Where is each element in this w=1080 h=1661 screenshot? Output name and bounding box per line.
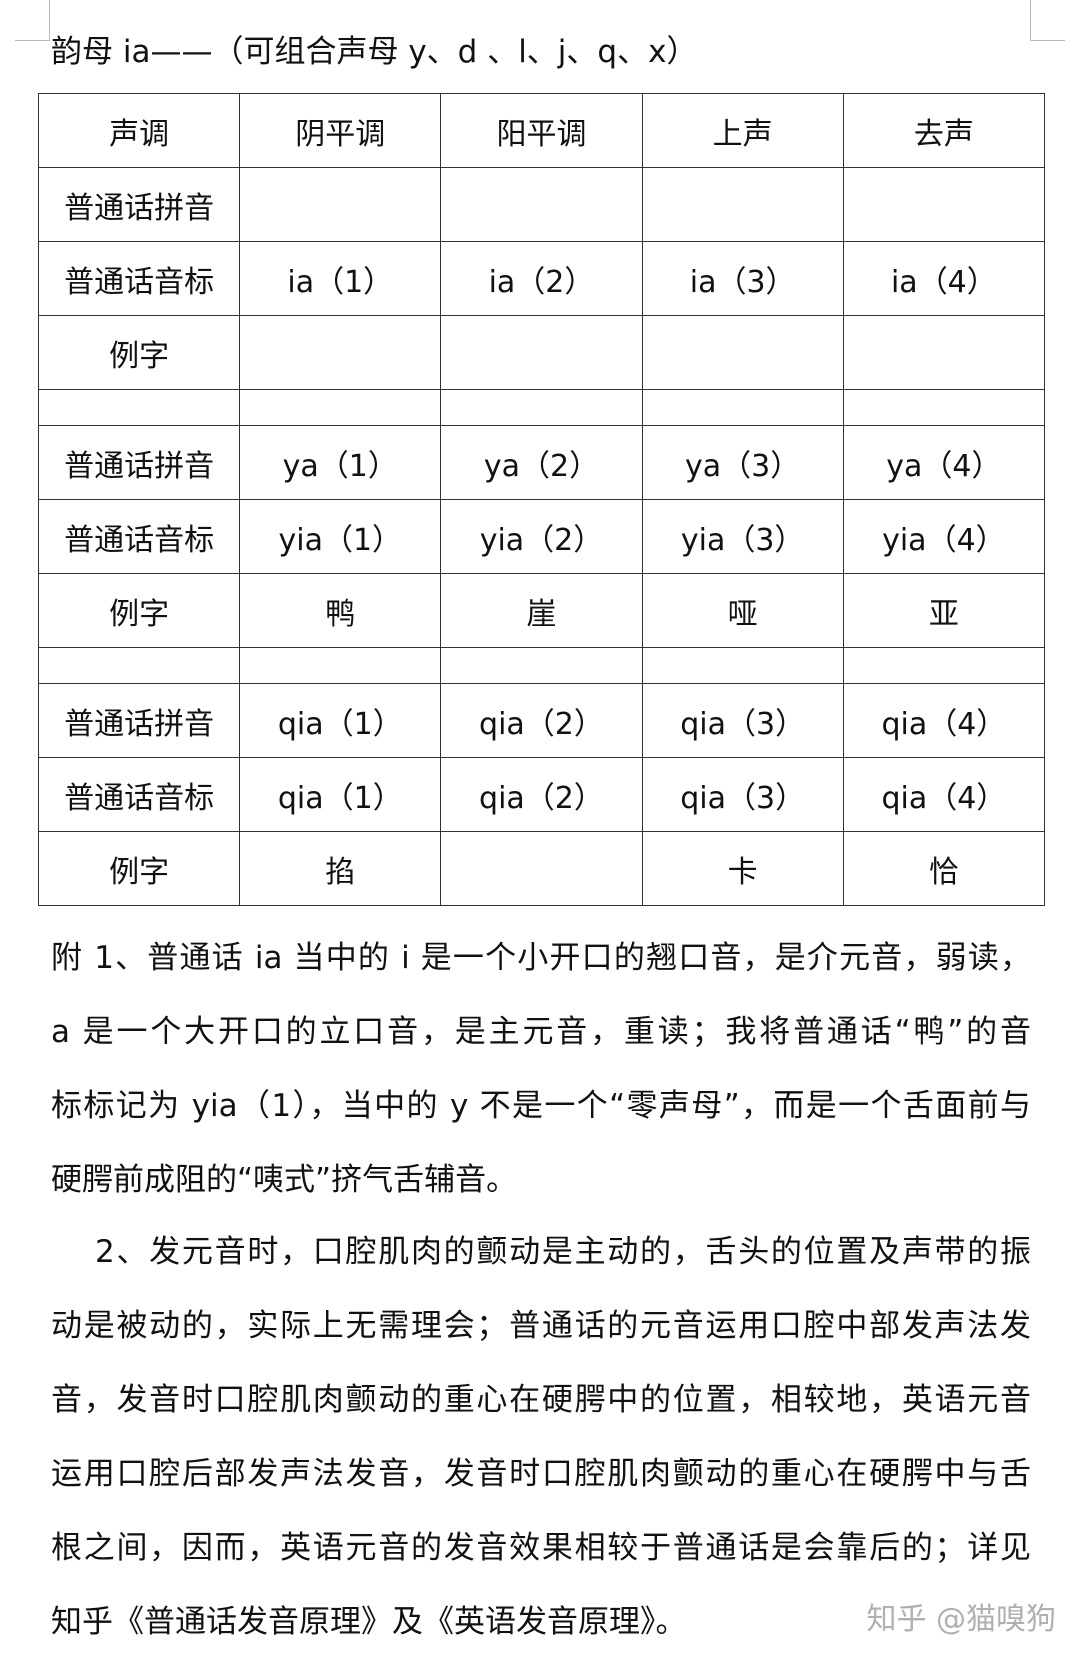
table-cell: ia（1） <box>239 241 442 316</box>
row-label-cell: 普通话拼音 <box>37 167 241 242</box>
table-cell <box>440 167 643 242</box>
table-cell: ia（4） <box>842 241 1046 316</box>
row-label-cell: 普通话音标 <box>37 499 241 574</box>
table-cell: ia（3） <box>641 241 844 316</box>
table-cell: 鸭 <box>239 573 442 648</box>
table-row: 普通话拼音 qia（1） qia（2） qia（3） qia（4） <box>37 683 1046 758</box>
paragraph-line: 运用口腔后部发声法发音，发音时口腔肌肉颤动的重心在硬腭中与舌 <box>51 1456 1031 1492</box>
table-row: 例字鸭崖哑亚 <box>37 573 1046 648</box>
table-cell <box>842 167 1046 242</box>
table-cell <box>641 647 844 684</box>
page-corner-mark-left <box>15 0 50 41</box>
table-cell <box>842 389 1046 426</box>
row-label-cell: 例字 <box>37 831 241 906</box>
table-cell: yia（4） <box>842 499 1046 574</box>
table-cell: qia（1） <box>239 683 442 758</box>
table-row: 普通话音标 yia（1） yia（2） yia（3） yia（4） <box>37 499 1046 574</box>
table-cell: qia（4） <box>842 757 1046 832</box>
table-cell: 掐 <box>239 831 442 906</box>
paragraph-line: a 是一个大开口的立口音，是主元音，重读；我将普通话“鸭”的音 <box>51 1014 1031 1050</box>
paragraph-line: 知乎《普通话发音原理》及《英语发音原理》。 <box>51 1604 687 1640</box>
row-label-cell: 例字 <box>37 315 241 390</box>
table-cell <box>641 389 844 426</box>
paragraph-line: 根之间，因而，英语元音的发音效果相较于普通话是会靠后的；详见 <box>51 1530 1031 1566</box>
table-cell: 阳平调 <box>440 93 643 168</box>
table-spacer-row <box>37 647 1046 684</box>
table-cell: ya（2） <box>440 425 643 500</box>
table-cell: yia（3） <box>641 499 844 574</box>
paragraph-line: 硬腭前成阻的“咦式”挤气舌辅音。 <box>51 1162 518 1198</box>
table-cell: qia（2） <box>440 683 643 758</box>
table-cell: qia（2） <box>440 757 643 832</box>
table-row: 例字 <box>37 315 1046 390</box>
row-label-cell: 普通话音标 <box>37 757 241 832</box>
table-cell: 上声 <box>641 93 844 168</box>
table-cell <box>239 167 442 242</box>
table-cell: 去声 <box>842 93 1046 168</box>
table-cell: ya（4） <box>842 425 1046 500</box>
note-1: 附 1、普通话 ia 当中的 i 是一个小开口的翘口音，是介元音，弱读， a 是一… <box>51 921 1031 1217</box>
table-cell <box>440 647 643 684</box>
table-cell: 阴平调 <box>239 93 442 168</box>
table-cell: 恰 <box>842 831 1046 906</box>
table-spacer-row <box>37 389 1046 426</box>
table-cell <box>842 315 1046 390</box>
table-cell: qia（3） <box>641 757 844 832</box>
watermark: 知乎 @猫嗅狗 <box>866 1602 1056 1637</box>
table-header-row: 声调 阴平调 阳平调 上声 去声 <box>37 93 1046 168</box>
table-row: 普通话拼音 <box>37 167 1046 242</box>
table-cell: 哑 <box>641 573 844 648</box>
row-label-cell: 普通话音标 <box>37 241 241 316</box>
table-cell: qia（3） <box>641 683 844 758</box>
table-cell: ya（3） <box>641 425 844 500</box>
table-row: 普通话拼音 ya（1） ya（2） ya（3） ya（4） <box>37 425 1046 500</box>
table-cell: 崖 <box>440 573 643 648</box>
row-label-cell: 普通话拼音 <box>37 683 241 758</box>
table-cell <box>239 315 442 390</box>
table-row: 普通话音标 ia（1） ia（2） ia（3） ia（4） <box>37 241 1046 316</box>
paragraph-line: 附 1、普通话 ia 当中的 i 是一个小开口的翘口音，是介元音，弱读， <box>51 940 1031 976</box>
table-cell <box>440 315 643 390</box>
row-label-cell <box>37 647 241 684</box>
paragraph-line: 标标记为 yia（1），当中的 y 不是一个“零声母”，而是一个舌面前与 <box>51 1088 1031 1124</box>
table-cell: qia（4） <box>842 683 1046 758</box>
table-cell: qia（1） <box>239 757 442 832</box>
paragraph-line: 2、发元音时，口腔肌肉的颤动是主动的，舌头的位置及声带的振 <box>95 1234 1031 1270</box>
table-cell: ia（2） <box>440 241 643 316</box>
table-cell <box>641 315 844 390</box>
paragraph-line: 音，发音时口腔肌肉颤动的重心在硬腭中的位置，相较地，英语元音 <box>51 1382 1031 1418</box>
table-cell: 卡 <box>641 831 844 906</box>
row-label-cell: 例字 <box>37 573 241 648</box>
row-label-cell: 普通话拼音 <box>37 425 241 500</box>
table-cell <box>239 389 442 426</box>
note-2: 2、发元音时，口腔肌肉的颤动是主动的，舌头的位置及声带的振动是被动的，实际上无需… <box>51 1215 1031 1659</box>
table-row: 例字掐 卡恰 <box>37 831 1046 906</box>
row-label-cell <box>37 389 241 426</box>
table-row: 普通话音标 qia（1） qia（2） qia（3） qia（4） <box>37 757 1046 832</box>
tone-table: 声调 阴平调 阳平调 上声 去声 普通话拼音 普通话音标 ia（1） ia（2） ia（3） ia（… <box>37 93 1046 906</box>
paragraph-line: 动是被动的，实际上无需理会；普通话的元音运用口腔中部发声法发 <box>51 1308 1031 1344</box>
row-label-cell: 声调 <box>37 93 241 168</box>
table-cell: yia（2） <box>440 499 643 574</box>
table-cell <box>239 647 442 684</box>
table-cell: 亚 <box>842 573 1046 648</box>
table-cell <box>842 647 1046 684</box>
table-cell <box>641 167 844 242</box>
section-title: 韵母 ia——（可组合声母 y、d 、l、j、q、x） <box>51 34 698 70</box>
table-cell: yia（1） <box>239 499 442 574</box>
table-cell: ya（1） <box>239 425 442 500</box>
table-cell <box>440 389 643 426</box>
table-cell <box>440 831 643 906</box>
page-corner-mark-right <box>1030 0 1065 41</box>
